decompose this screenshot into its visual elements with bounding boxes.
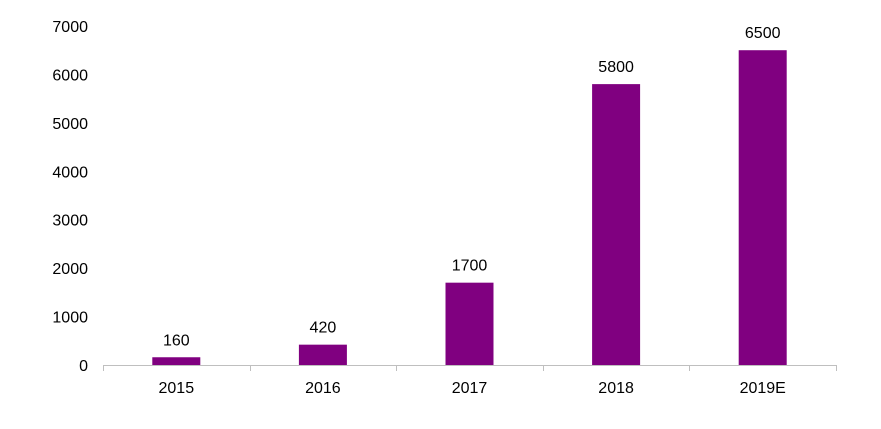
- data-label-2017: 1700: [452, 258, 488, 275]
- y-tick-label-7000: 7000: [52, 19, 88, 36]
- bar-2016: [298, 344, 347, 365]
- bar-2019E: [738, 50, 787, 365]
- x-tick-label-2017: 2017: [452, 380, 488, 397]
- bar-2018: [592, 84, 641, 365]
- y-tick-label-2000: 2000: [52, 261, 88, 278]
- data-label-2015: 160: [163, 332, 190, 349]
- data-label-2018: 5800: [598, 59, 634, 76]
- y-tick-label-1000: 1000: [52, 310, 88, 327]
- y-tick-label-5000: 5000: [52, 116, 88, 133]
- x-tick-label-2018: 2018: [598, 380, 634, 397]
- bar-2015: [152, 357, 201, 365]
- y-axis: 0 1000 2000 3000 4000 5000 6000 7000: [52, 19, 88, 375]
- data-labels: 160 420 1700 5800 6500: [163, 25, 781, 349]
- x-tick-label-2019E: 2019E: [740, 380, 786, 397]
- x-tick-label-2016: 2016: [305, 380, 341, 397]
- x-axis: 2015 2016 2017 2018 2019E: [103, 365, 837, 397]
- x-tick-label-2015: 2015: [159, 380, 195, 397]
- data-label-2019E: 6500: [745, 25, 781, 42]
- bar-2017: [445, 282, 494, 365]
- bar-series: [152, 50, 787, 365]
- y-tick-label-3000: 3000: [52, 213, 88, 230]
- data-label-2016: 420: [310, 320, 337, 337]
- y-tick-label-6000: 6000: [52, 67, 88, 84]
- y-tick-label-4000: 4000: [52, 164, 88, 181]
- y-tick-label-0: 0: [79, 358, 88, 375]
